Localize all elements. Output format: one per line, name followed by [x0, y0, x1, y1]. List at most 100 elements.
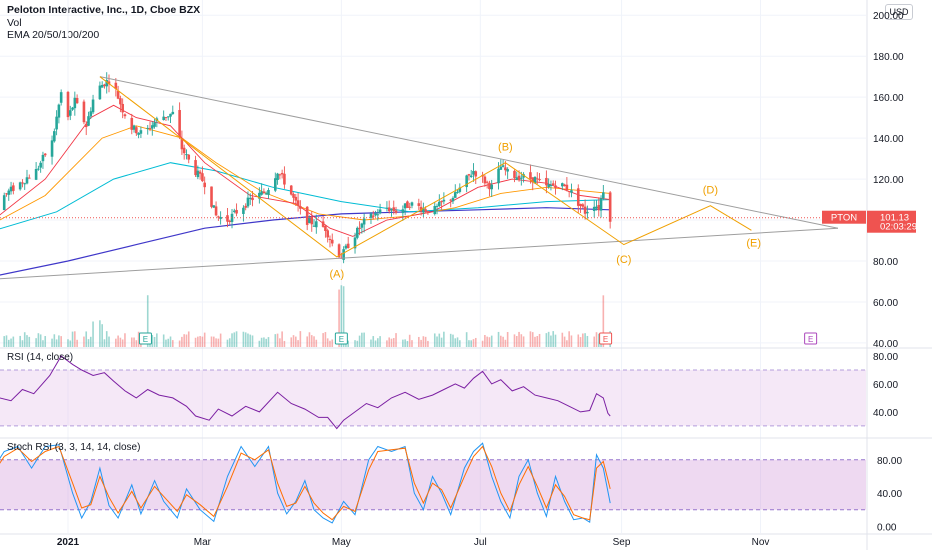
volume-bar [183, 334, 185, 347]
volume-bar [167, 338, 170, 347]
price-tick-label: 60.00 [873, 298, 898, 309]
volume-bar [67, 339, 69, 347]
volume-bar [101, 324, 103, 347]
chart-title: Peloton Interactive, Inc., 1D, Cboe BZX [7, 4, 201, 16]
volume-bar [23, 332, 26, 347]
volume-bar [146, 295, 149, 347]
candle-body [520, 177, 523, 179]
candle-body [376, 214, 380, 216]
candle-body [401, 209, 405, 214]
wave-label: (B) [498, 141, 513, 153]
volume-bar [390, 338, 393, 347]
volume-bar [99, 320, 101, 347]
volume-bar [602, 295, 605, 347]
candle-body [344, 245, 348, 249]
candle-body [114, 82, 118, 89]
candle-body [533, 176, 537, 184]
earnings-marker [334, 332, 348, 345]
candle-body [180, 138, 184, 150]
volume-bar [267, 337, 270, 347]
ticker-tag [822, 210, 866, 224]
candle-body [203, 182, 206, 188]
candle-body [374, 213, 377, 216]
candle-body [25, 177, 29, 184]
candle-body [37, 168, 40, 170]
candle-body [353, 237, 357, 249]
volume-bar [156, 333, 158, 347]
candle-body [501, 165, 505, 167]
candle-body [135, 127, 138, 134]
volume-bar [484, 334, 486, 347]
candle-body [280, 172, 284, 175]
candle-body [305, 206, 309, 225]
candle-body [217, 216, 220, 218]
volume-bar [586, 335, 589, 347]
candle-body [497, 168, 500, 184]
rsi-label: RSI (14, close) [7, 352, 74, 363]
candle-body [315, 221, 318, 228]
volume-bar [408, 334, 411, 347]
candle-body [488, 182, 491, 190]
candle-body [326, 230, 329, 238]
volume-bar [342, 286, 345, 347]
candle-body [565, 184, 569, 191]
volume-bar [358, 335, 361, 347]
volume-bar [210, 336, 213, 347]
candle-body [312, 225, 316, 227]
candle-body [499, 166, 503, 170]
volume-bar [283, 340, 286, 347]
currency-button[interactable]: USD [885, 4, 913, 20]
volume-bar [338, 289, 340, 347]
volume-bar [7, 339, 10, 347]
candle-body [235, 209, 238, 214]
candle-body [517, 175, 521, 181]
earnings-marker [138, 332, 152, 345]
price-tick-label: 180.00 [873, 52, 904, 63]
volume-bar [299, 331, 302, 347]
volume-bar [468, 340, 470, 347]
candle-body [299, 206, 302, 209]
volume-bar [121, 339, 124, 347]
volume-bar [515, 336, 518, 347]
volume-bar [433, 333, 436, 347]
volume-bar [258, 340, 261, 347]
volume-bar [265, 338, 267, 347]
volume-bar [117, 335, 119, 347]
candle-body [485, 181, 489, 183]
candle-body [162, 116, 165, 121]
candle-body [387, 207, 391, 212]
candle-body [116, 90, 120, 99]
candle-body [442, 199, 446, 202]
earnings-marker-label: E [143, 335, 148, 344]
candle-body [50, 140, 54, 157]
volume-bar [233, 332, 236, 347]
volume-bar [379, 336, 381, 347]
volume-bar [449, 333, 452, 347]
volume-bar [411, 340, 413, 347]
volume-bar [324, 332, 327, 347]
candle-body [273, 178, 277, 191]
volume-bar [404, 339, 406, 347]
candle-body [472, 170, 475, 175]
volume-bar [584, 333, 586, 347]
candle-body [196, 170, 200, 178]
volume-bar [135, 340, 138, 347]
candle-body [576, 188, 580, 206]
volume-bar [522, 336, 525, 347]
wave-label: (C) [616, 254, 631, 266]
candle-body [592, 206, 596, 212]
price-tag [867, 210, 916, 233]
candle-body [53, 131, 56, 142]
volume-bar [427, 340, 429, 347]
candle-body [440, 200, 443, 203]
candle-body [358, 227, 361, 229]
candle-body [586, 211, 589, 214]
candle-body [251, 197, 254, 201]
volume-bar [153, 336, 156, 347]
candle-body [146, 127, 150, 129]
candle-body [581, 204, 585, 207]
volume-bar [151, 334, 154, 347]
candle-body [483, 176, 487, 184]
volume-bar [402, 339, 404, 347]
